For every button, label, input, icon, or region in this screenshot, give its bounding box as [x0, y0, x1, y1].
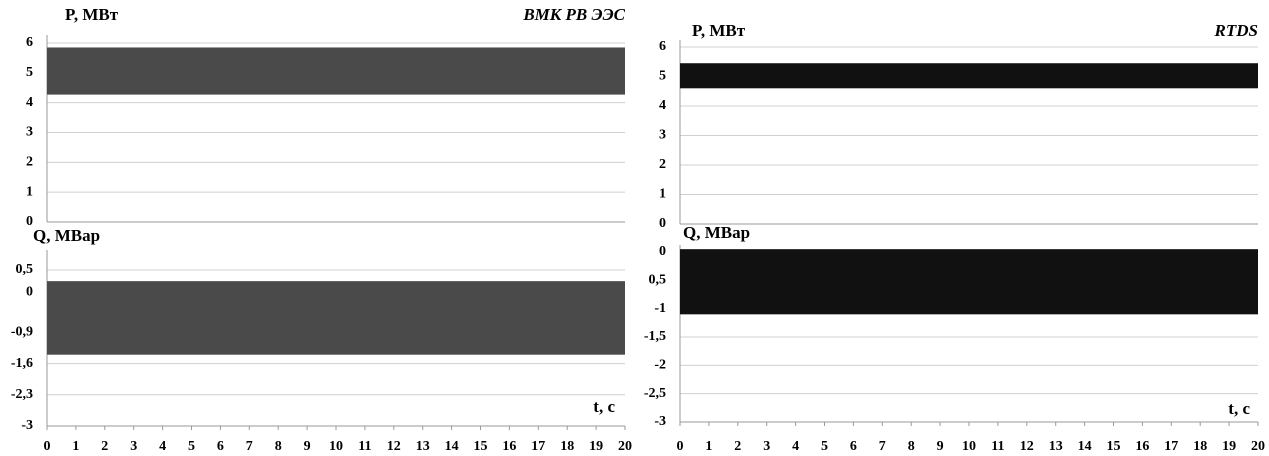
- x-tick-label: 16: [502, 439, 516, 454]
- y-tick-label: 0: [659, 244, 666, 259]
- y-tick-label: 6: [659, 39, 666, 54]
- x-tick-label: 2: [734, 439, 741, 454]
- panel-title: RTDS: [1214, 21, 1258, 40]
- x-tick-label: 6: [850, 439, 857, 454]
- x-tick-label: 8: [275, 439, 282, 454]
- x-tick-label: 8: [908, 439, 915, 454]
- y-tick-label: 1: [659, 187, 666, 202]
- x-tick-label: 19: [1222, 439, 1236, 454]
- y-tick-label: 1: [26, 184, 33, 199]
- x-axis-label: t, с: [593, 397, 615, 416]
- y-tick-label: -2: [654, 358, 666, 373]
- x-tick-label: 10: [329, 439, 343, 454]
- x-tick-label: 16: [1135, 439, 1149, 454]
- x-tick-label: 20: [618, 439, 632, 454]
- x-tick-label: 14: [1078, 439, 1092, 454]
- y-tick-label: 2: [26, 155, 33, 170]
- y-tick-label: -1: [654, 301, 666, 316]
- x-tick-label: 1: [72, 439, 79, 454]
- x-tick-label: 13: [416, 439, 430, 454]
- y-tick-label: -0,9: [11, 325, 33, 340]
- x-tick-label: 4: [792, 439, 799, 454]
- signal-band: [47, 47, 625, 95]
- y-tick-label: 0: [26, 214, 33, 229]
- x-tick-label: 0: [44, 439, 51, 454]
- y-tick-label: -1,6: [11, 356, 33, 371]
- x-tick-label: 12: [1020, 439, 1034, 454]
- x-tick-label: 15: [474, 439, 488, 454]
- y-tick-label: -3: [654, 414, 666, 429]
- y-tick-label: -3: [21, 418, 33, 433]
- signal-band: [680, 249, 1258, 315]
- y-tick-label: 0: [26, 285, 33, 300]
- x-tick-label: 11: [358, 439, 371, 454]
- y-tick-label: -2,5: [644, 386, 666, 401]
- y-tick-label: 2: [659, 157, 666, 172]
- x-tick-label: 7: [246, 439, 253, 454]
- y-tick-label: 6: [26, 35, 33, 50]
- x-tick-label: 3: [763, 439, 770, 454]
- x-tick-label: 10: [962, 439, 976, 454]
- x-tick-label: 9: [304, 439, 311, 454]
- x-tick-label: 20: [1251, 439, 1265, 454]
- signal-band: [680, 63, 1258, 89]
- y-axis-label: Q, МВар: [683, 223, 750, 242]
- x-tick-label: 2: [101, 439, 108, 454]
- x-tick-label: 4: [159, 439, 166, 454]
- x-tick-label: 7: [879, 439, 886, 454]
- x-tick-label: 13: [1049, 439, 1063, 454]
- y-axis-label: P, МВт: [65, 5, 119, 24]
- x-tick-label: 12: [387, 439, 401, 454]
- y-tick-label: -2,3: [11, 387, 33, 402]
- x-tick-label: 5: [821, 439, 828, 454]
- y-tick-label: 4: [26, 95, 33, 110]
- signal-band: [47, 281, 625, 355]
- x-tick-label: 17: [531, 439, 545, 454]
- x-tick-label: 0: [677, 439, 684, 454]
- x-tick-label: 18: [560, 439, 574, 454]
- y-tick-label: 3: [659, 128, 666, 143]
- y-tick-label: 0,5: [16, 262, 34, 277]
- x-tick-label: 19: [589, 439, 603, 454]
- y-axis-label: P, МВт: [692, 21, 746, 40]
- x-axis-label: t, с: [1228, 399, 1250, 418]
- x-tick-label: 14: [445, 439, 459, 454]
- y-tick-label: 5: [659, 69, 666, 84]
- y-tick-label: -1,5: [644, 329, 666, 344]
- panel-title: ВМК РВ ЭЭС: [522, 5, 625, 24]
- x-tick-label: 3: [130, 439, 137, 454]
- y-tick-label: 0,5: [649, 273, 667, 288]
- x-tick-label: 17: [1164, 439, 1178, 454]
- y-tick-label: 4: [659, 98, 666, 113]
- x-tick-label: 11: [991, 439, 1004, 454]
- x-tick-label: 1: [705, 439, 712, 454]
- x-tick-label: 6: [217, 439, 224, 454]
- x-tick-label: 15: [1107, 439, 1121, 454]
- x-tick-label: 9: [937, 439, 944, 454]
- y-tick-label: 5: [26, 65, 33, 80]
- y-tick-label: 3: [26, 125, 33, 140]
- x-tick-label: 18: [1193, 439, 1207, 454]
- x-tick-label: 5: [188, 439, 195, 454]
- y-tick-label: 0: [659, 216, 666, 231]
- y-axis-label: Q, МВар: [33, 226, 100, 245]
